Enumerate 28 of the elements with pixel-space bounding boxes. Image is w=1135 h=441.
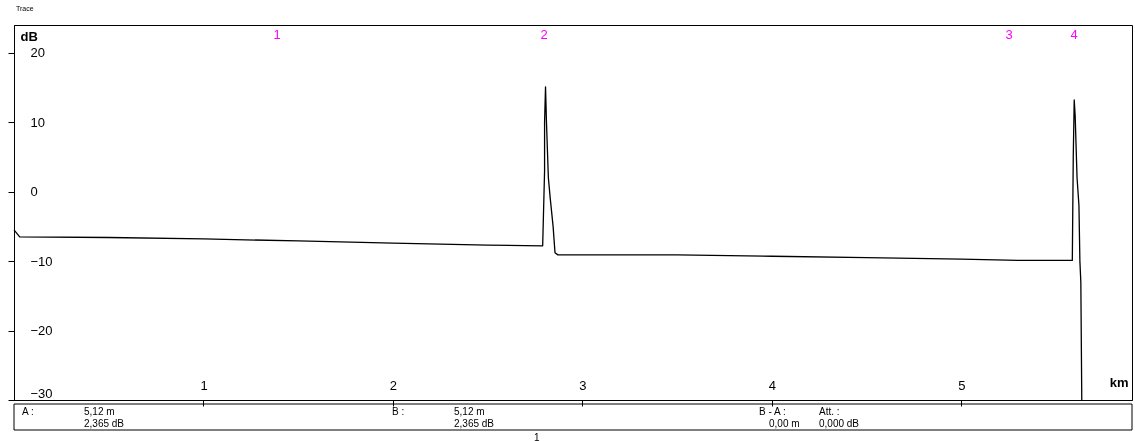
text: 2,365 dB (454, 418, 495, 429)
y-tick-label: −30 (30, 385, 53, 401)
x-tick-label: 2 (389, 377, 398, 393)
y-axis-title: dB (20, 28, 38, 44)
x-tick-label: 3 (579, 377, 587, 393)
x-tick-label: 1 (200, 377, 208, 393)
text: 1 (534, 432, 540, 441)
x-tick-label: 5 (958, 377, 966, 393)
text: 5,12 m (84, 406, 115, 417)
y-tick-label: −10 (30, 253, 53, 269)
annotation: 2 (540, 27, 548, 42)
y-tick-label: 10 (30, 114, 45, 130)
text: 2,365 dB (84, 418, 125, 429)
text: 5,12 m (454, 406, 485, 417)
y-tick-label: 20 (30, 45, 45, 61)
x-axis-title: km (1109, 374, 1129, 390)
annotation: 3 (1005, 27, 1013, 42)
annotation: 4 (1070, 27, 1078, 42)
text: Att. : (819, 406, 840, 417)
text: 0,00 m (769, 418, 800, 429)
text: B : (392, 406, 405, 417)
text: B - A : (759, 406, 786, 417)
y-tick-label: −20 (30, 323, 53, 339)
text: A : (22, 406, 34, 417)
y-tick-label: 0 (30, 184, 38, 200)
annotation: 1 (273, 27, 281, 42)
x-tick-label: 4 (768, 377, 777, 393)
text: 0,000 dB (819, 418, 860, 429)
